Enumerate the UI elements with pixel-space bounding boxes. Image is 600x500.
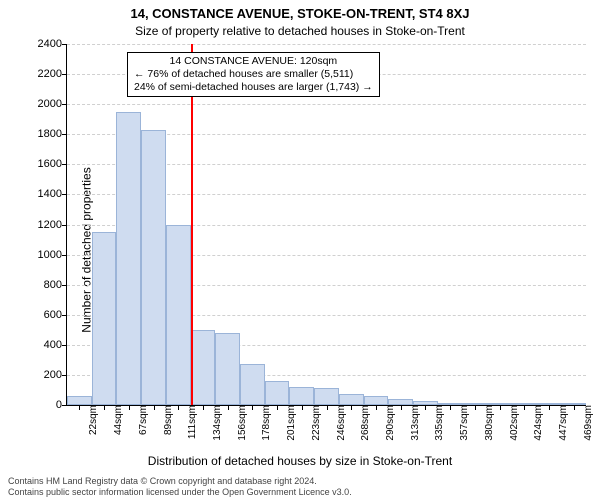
x-tick-label: 469sqm xyxy=(578,405,594,441)
x-tick-mark xyxy=(104,405,105,410)
y-gridline xyxy=(67,104,586,105)
y-gridline xyxy=(67,44,586,45)
histogram-bar xyxy=(92,232,117,405)
x-tick-mark xyxy=(327,405,328,410)
x-tick-mark xyxy=(351,405,352,410)
y-tick-label: 1000 xyxy=(38,249,67,261)
x-tick-mark xyxy=(252,405,253,410)
annotation-line-2: ← 76% of detached houses are smaller (5,… xyxy=(134,68,373,81)
x-tick-mark xyxy=(549,405,550,410)
x-tick-label: 67sqm xyxy=(133,405,149,435)
histogram-bar xyxy=(364,396,389,405)
x-tick-label: 313sqm xyxy=(405,405,421,441)
histogram-bar xyxy=(289,387,314,405)
y-tick-label: 400 xyxy=(44,339,67,351)
y-tick-label: 2200 xyxy=(38,68,67,80)
x-tick-label: 268sqm xyxy=(355,405,371,441)
x-tick-label: 89sqm xyxy=(158,405,174,435)
x-axis-label: Distribution of detached houses by size … xyxy=(0,454,600,468)
x-tick-mark xyxy=(154,405,155,410)
histogram-bar xyxy=(314,388,339,405)
x-tick-mark xyxy=(475,405,476,410)
histogram-bar xyxy=(166,225,191,406)
x-tick-mark xyxy=(129,405,130,410)
x-tick-mark xyxy=(574,405,575,410)
histogram-bar xyxy=(215,333,240,405)
chart-title-sub: Size of property relative to detached ho… xyxy=(0,24,600,38)
x-tick-label: 223sqm xyxy=(306,405,322,441)
y-tick-label: 600 xyxy=(44,309,67,321)
x-tick-mark xyxy=(500,405,501,410)
histogram-bar xyxy=(240,364,265,405)
y-tick-label: 800 xyxy=(44,279,67,291)
histogram-bar xyxy=(116,112,141,405)
x-tick-label: 246sqm xyxy=(331,405,347,441)
x-tick-label: 111sqm xyxy=(182,405,198,439)
y-tick-label: 0 xyxy=(56,399,67,411)
x-tick-label: 335sqm xyxy=(429,405,445,441)
x-tick-label: 290sqm xyxy=(380,405,396,441)
footer-line-2: Contains public sector information licen… xyxy=(8,487,600,498)
y-tick-label: 2000 xyxy=(38,98,67,110)
y-tick-label: 1400 xyxy=(38,188,67,200)
chart-plot-area: 0200400600800100012001400160018002000220… xyxy=(66,44,586,406)
x-tick-mark xyxy=(450,405,451,410)
x-tick-mark xyxy=(401,405,402,410)
x-tick-mark xyxy=(376,405,377,410)
x-tick-label: 178sqm xyxy=(256,405,272,441)
x-tick-label: 44sqm xyxy=(108,405,124,435)
y-tick-label: 1600 xyxy=(38,158,67,170)
annotation-line-3: 24% of semi-detached houses are larger (… xyxy=(134,81,373,94)
histogram-bar xyxy=(339,394,364,405)
y-tick-label: 200 xyxy=(44,369,67,381)
x-tick-mark xyxy=(228,405,229,410)
x-tick-label: 357sqm xyxy=(454,405,470,441)
x-tick-mark xyxy=(524,405,525,410)
x-tick-mark xyxy=(277,405,278,410)
chart-footer: Contains HM Land Registry data © Crown c… xyxy=(0,476,600,498)
y-tick-label: 2400 xyxy=(38,38,67,50)
property-marker-line xyxy=(191,44,193,405)
y-tick-label: 1800 xyxy=(38,128,67,140)
x-tick-label: 447sqm xyxy=(553,405,569,441)
x-tick-label: 380sqm xyxy=(479,405,495,441)
x-tick-mark xyxy=(425,405,426,410)
x-tick-label: 402sqm xyxy=(504,405,520,441)
x-tick-mark xyxy=(302,405,303,410)
histogram-bar xyxy=(265,381,290,405)
x-tick-label: 201sqm xyxy=(281,405,297,441)
x-tick-label: 22sqm xyxy=(83,405,99,435)
chart-annotation-box: 14 CONSTANCE AVENUE: 120sqm← 76% of deta… xyxy=(127,52,380,97)
annotation-line-1: 14 CONSTANCE AVENUE: 120sqm xyxy=(134,55,373,68)
x-tick-mark xyxy=(203,405,204,410)
y-tick-label: 1200 xyxy=(38,219,67,231)
chart-title-main: 14, CONSTANCE AVENUE, STOKE-ON-TRENT, ST… xyxy=(0,6,600,21)
footer-line-1: Contains HM Land Registry data © Crown c… xyxy=(8,476,600,487)
x-tick-label: 156sqm xyxy=(232,405,248,441)
x-tick-mark xyxy=(178,405,179,410)
histogram-bar xyxy=(67,396,92,405)
histogram-bar xyxy=(141,130,166,405)
x-tick-mark xyxy=(79,405,80,410)
x-tick-label: 134sqm xyxy=(207,405,223,441)
histogram-bar xyxy=(191,330,216,405)
x-tick-label: 424sqm xyxy=(528,405,544,441)
